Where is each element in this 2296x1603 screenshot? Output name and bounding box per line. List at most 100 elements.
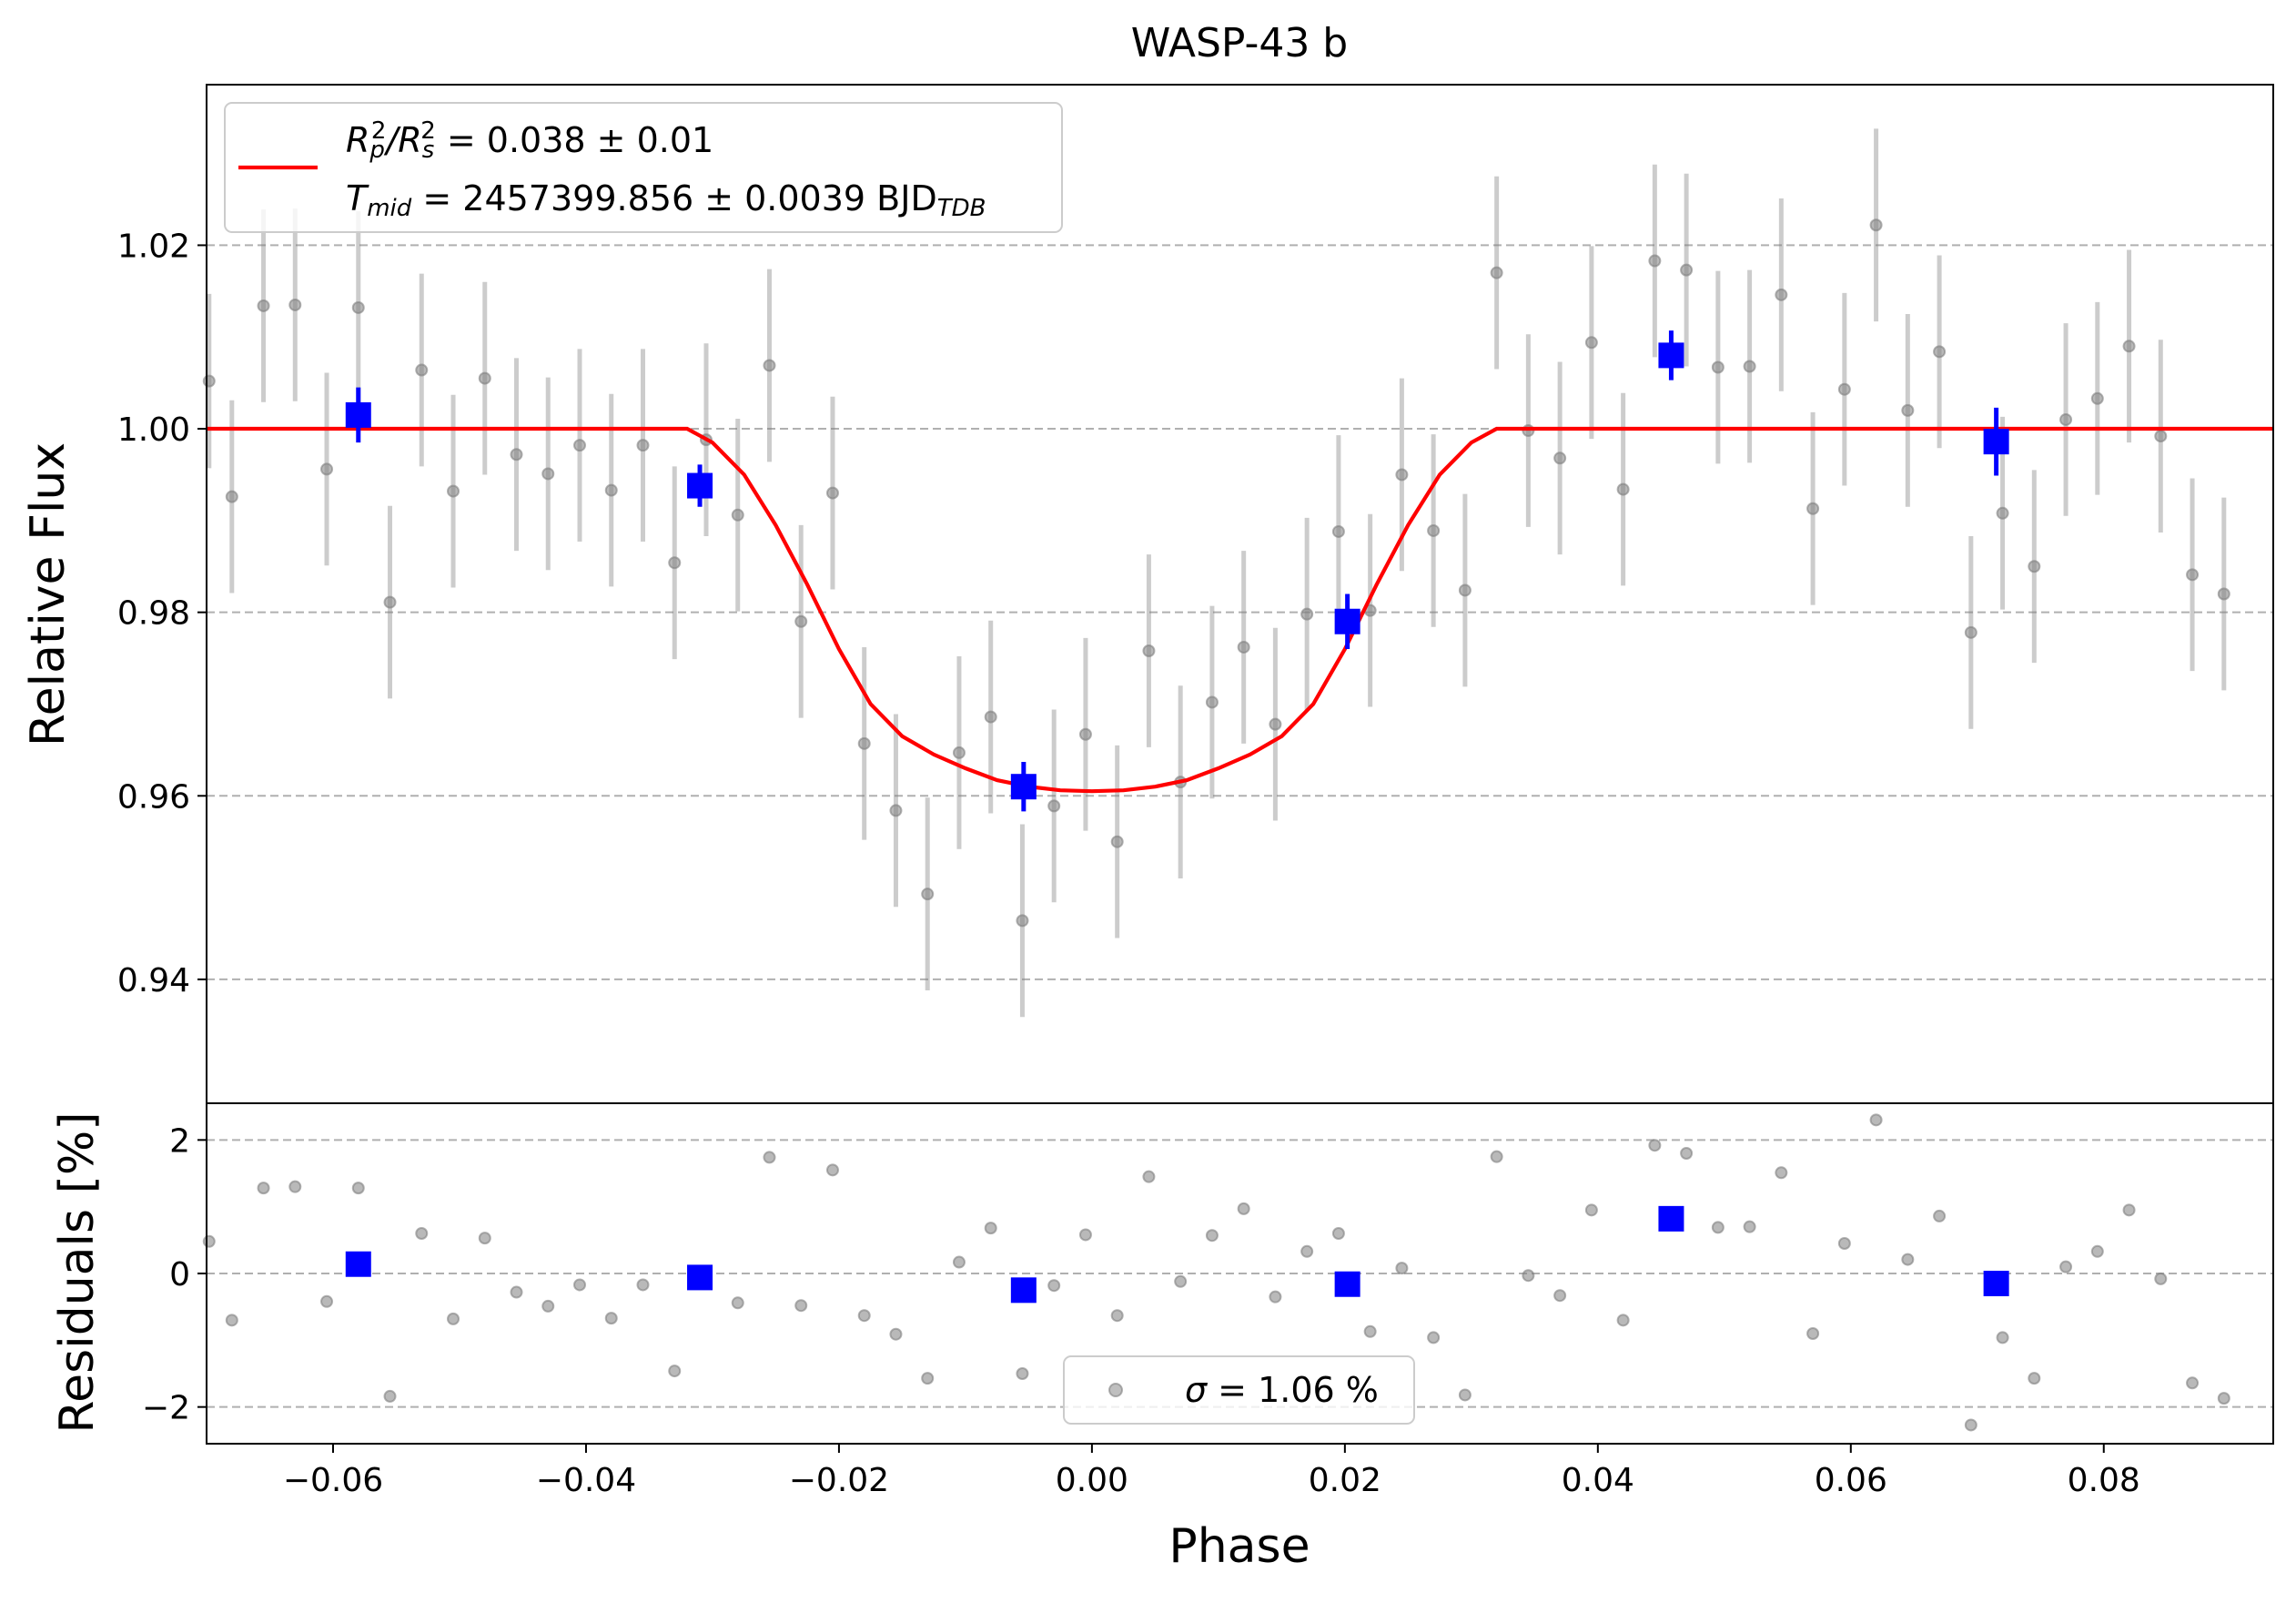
residual-point <box>351 1182 365 1195</box>
raw-data-point <box>763 359 776 372</box>
binned-residual-point <box>345 1251 371 1277</box>
binned-residual-point <box>1983 1271 2009 1296</box>
top-legend: Rp2/Rs2 = 0.038 ± 0.01 Tmid = 2457399.85… <box>224 102 1063 233</box>
binned-data-point <box>1334 608 1360 634</box>
residual-point <box>2090 1244 2104 1258</box>
residual-point <box>2059 1260 2073 1273</box>
raw-data-point <box>1648 254 1662 268</box>
residual-point <box>604 1312 618 1325</box>
raw-data-point <box>447 484 460 498</box>
residual-point <box>1331 1227 1345 1240</box>
raw-data-point <box>2059 412 2073 426</box>
residual-point <box>1648 1139 1662 1152</box>
residual-point <box>1964 1418 1977 1432</box>
top-y-tick-label: 0.94 <box>117 962 190 999</box>
binned-data-point <box>1010 774 1037 800</box>
residual-point <box>447 1312 460 1325</box>
binned-data-point <box>1983 429 2009 455</box>
x-tick-label: 0.00 <box>1056 1462 1128 1499</box>
residual-point <box>952 1255 966 1269</box>
residual-point <box>1427 1331 1441 1344</box>
raw-data-point <box>2028 560 2041 573</box>
residual-point <box>1553 1289 1567 1303</box>
residual-point <box>1458 1388 1472 1402</box>
residual-point <box>1869 1113 1883 1127</box>
residual-point <box>225 1314 238 1327</box>
residual-point <box>2217 1392 2230 1405</box>
raw-data-point <box>1331 524 1345 538</box>
residual-point <box>415 1227 429 1240</box>
raw-data-point <box>1427 523 1441 537</box>
raw-data-point <box>1016 914 1029 928</box>
residual-point <box>1078 1228 1092 1242</box>
raw-data-point <box>636 439 650 452</box>
raw-data-point <box>731 508 744 522</box>
residual-point <box>320 1294 334 1308</box>
raw-data-point <box>1047 799 1061 813</box>
residual-point <box>2122 1203 2136 1217</box>
residual-point <box>1933 1209 1947 1223</box>
raw-data-point <box>794 614 808 628</box>
residual-point <box>1743 1220 1756 1233</box>
x-tick-label: 0.02 <box>1309 1462 1381 1499</box>
raw-data-point <box>889 804 903 817</box>
residual-point <box>1016 1367 1029 1380</box>
raw-data-point <box>510 448 523 462</box>
raw-data-point <box>1964 625 1977 639</box>
residual-point <box>478 1232 491 1245</box>
residual-point <box>1237 1202 1250 1215</box>
raw-data-point <box>668 556 682 570</box>
bottom-x-ticks: −0.06 −0.04 −0.02 0.00 0.02 0.04 0.06 0.08 <box>283 1444 2140 1499</box>
top-y-tick-label: 0.96 <box>117 778 190 816</box>
raw-data-point <box>952 746 966 759</box>
residual-point <box>1300 1244 1314 1258</box>
raw-data-point <box>541 467 555 481</box>
residual-point <box>1174 1274 1188 1288</box>
residual-point <box>889 1327 903 1341</box>
raw-data-point <box>351 300 365 314</box>
residual-point <box>763 1151 776 1164</box>
residual-point <box>288 1180 302 1193</box>
top-y-tick-label: 1.00 <box>117 411 190 449</box>
raw-data-point <box>202 374 216 388</box>
residual-point <box>794 1299 808 1313</box>
residual-point <box>2186 1376 2200 1390</box>
residual-point <box>921 1372 935 1385</box>
bottom-y-tick-label: −2 <box>142 1390 190 1427</box>
residual-point <box>2154 1272 2168 1285</box>
raw-data-point <box>320 462 334 476</box>
raw-data-point <box>1616 482 1630 496</box>
bottom-y-ticks: −2 0 2 <box>142 1122 207 1427</box>
legend-rp-rs-entry: Rp2/Rs2 = 0.038 ± 0.01 <box>346 117 713 164</box>
x-tick-label: −0.04 <box>536 1462 636 1499</box>
residual-point <box>731 1296 744 1310</box>
residual-point <box>510 1285 523 1299</box>
residual-point <box>636 1278 650 1292</box>
residual-point <box>1395 1262 1409 1275</box>
x-axis-label: Phase <box>1168 1519 1310 1574</box>
binned-residual-point <box>1658 1205 1684 1232</box>
binned-residual-point <box>687 1264 713 1291</box>
raw-data-point <box>2122 340 2136 353</box>
raw-data-point <box>415 363 429 377</box>
raw-data-point <box>2217 587 2230 601</box>
bottom-raw-points <box>202 1113 2230 1432</box>
raw-data-point <box>1869 218 1883 232</box>
raw-data-point <box>1775 288 1788 301</box>
raw-data-point <box>2090 391 2104 405</box>
raw-data-point <box>825 486 839 500</box>
raw-data-point <box>1142 644 1156 658</box>
binned-data-point <box>687 472 713 499</box>
raw-data-point <box>1901 403 1915 417</box>
bottom-y-axis-label: Residuals [%] <box>50 1111 105 1433</box>
x-tick-label: −0.06 <box>283 1462 383 1499</box>
raw-data-point <box>1837 382 1851 396</box>
residual-point <box>1616 1314 1630 1327</box>
residual-point <box>2028 1372 2041 1385</box>
raw-data-point <box>257 299 270 312</box>
residual-point <box>857 1309 871 1323</box>
raw-data-point <box>1300 607 1314 621</box>
residual-point <box>1363 1324 1377 1338</box>
